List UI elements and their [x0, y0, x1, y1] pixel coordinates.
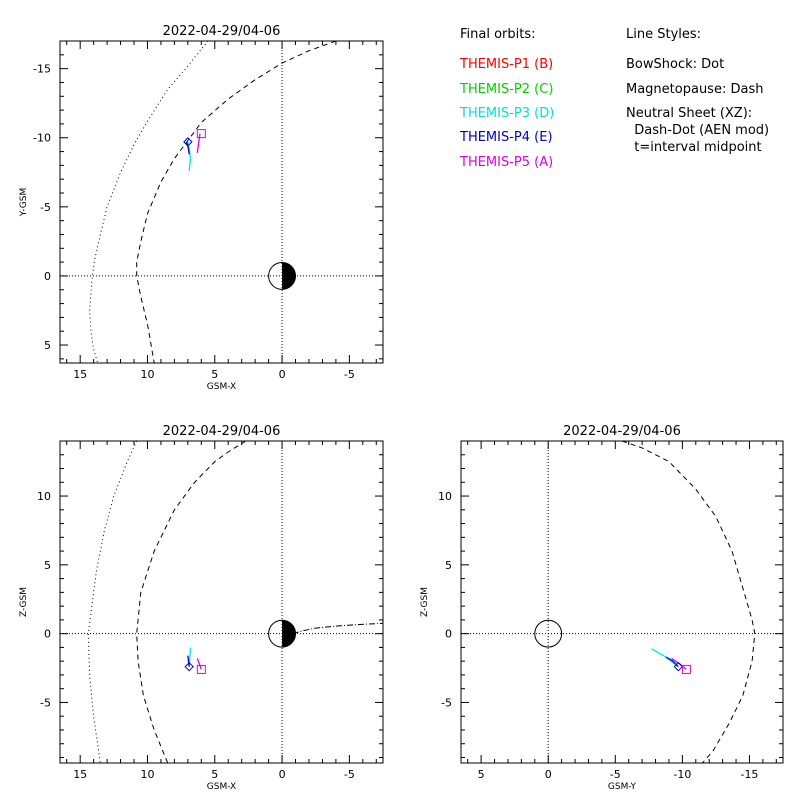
x-tick-label: 5 [478, 768, 485, 781]
y-tick-label: 0 [44, 270, 51, 283]
chart-title: 2022-04-29/04-06 [563, 424, 681, 439]
x-tick-label: -5 [610, 768, 621, 781]
x-axis-label: GSM-X [207, 782, 236, 792]
earth-icon [268, 619, 297, 648]
plot-area [60, 41, 383, 363]
x-tick-label: -5 [344, 768, 355, 781]
y-tick-label: 10 [37, 490, 51, 503]
orbit-themis-p5-a- [196, 133, 201, 153]
plot-frame [59, 40, 384, 364]
earth-icon [534, 619, 563, 648]
earth-icon [268, 261, 297, 290]
y-axis-label: Z-GSM [420, 587, 430, 617]
y-axis-label: Y-GSM [19, 188, 29, 217]
magnetopause-curve [136, 441, 246, 763]
magnetopause-curve [621, 441, 756, 763]
endpoint-square [196, 664, 206, 674]
y-tick-label: -5 [441, 696, 452, 709]
orbit-themis-p5-a- [196, 658, 202, 670]
x-tick-label: 15 [73, 368, 87, 381]
y-axis-label: Z-GSM [19, 587, 29, 617]
plot-area [60, 441, 383, 763]
panel-xz: 15 10 5 0 -5 10 5 0 -5 2022-04-29/04-06 GSM-X Z-GSM [19, 424, 384, 792]
y-tick-label: -5 [40, 201, 51, 214]
y-tick-label: 5 [44, 559, 51, 572]
y-tick-label: 10 [438, 490, 452, 503]
panel-xy: 15 10 5 0 -5 -15 -10 -5 0 5 2022-04-29/04-06 GSM-X Y… [19, 24, 384, 392]
endpoint-square [681, 664, 691, 674]
y-tick-label: 0 [445, 628, 452, 641]
magnetopause-curve [136, 41, 337, 363]
endpoint-diamond [183, 137, 193, 147]
orbit-themis-p4-e- [187, 655, 190, 667]
earth-night-side [282, 262, 296, 290]
y-tick-label: 5 [44, 339, 51, 352]
x-tick-label: -5 [344, 368, 355, 381]
x-tick-label: 0 [279, 368, 286, 381]
y-tick-label: -15 [33, 63, 51, 76]
earth-night-side [282, 620, 296, 648]
x-tick-label: 15 [73, 768, 87, 781]
plot-area [461, 441, 783, 763]
plot-frame [460, 440, 784, 764]
chart-title: 2022-04-29/04-06 [163, 24, 281, 39]
x-tick-label: 0 [545, 768, 552, 781]
chart-title: 2022-04-29/04-06 [163, 424, 281, 439]
bowshock-curve [87, 441, 138, 763]
plot-frame [59, 440, 384, 764]
x-tick-label: 5 [211, 368, 218, 381]
orbit-themis-p4-e- [185, 141, 190, 155]
x-tick-label: 0 [279, 768, 286, 781]
x-tick-label: 5 [211, 768, 218, 781]
bowshock-curve [89, 41, 209, 363]
x-tick-label: -15 [740, 768, 758, 781]
y-tick-label: -10 [33, 132, 51, 145]
panel-yz: 5 0 -5 -10 -15 10 5 0 -5 2022-04-29/04-06 GSM-Y Z-G… [420, 424, 784, 792]
endpoint-diamond [184, 661, 194, 672]
endpoint-diamond [673, 661, 684, 672]
neutral-sheet-curve [292, 622, 383, 635]
y-tick-label: 0 [44, 628, 51, 641]
x-tick-label: -10 [673, 768, 691, 781]
x-axis-label: GSM-Y [608, 782, 637, 792]
orbit-themis-p3-d- [651, 648, 679, 668]
y-tick-label: -5 [40, 696, 51, 709]
x-axis-label: GSM-X [207, 382, 236, 392]
endpoint-square [196, 129, 206, 139]
y-tick-label: 5 [445, 559, 452, 572]
x-tick-label: 10 [140, 768, 154, 781]
x-tick-label: 10 [140, 368, 154, 381]
